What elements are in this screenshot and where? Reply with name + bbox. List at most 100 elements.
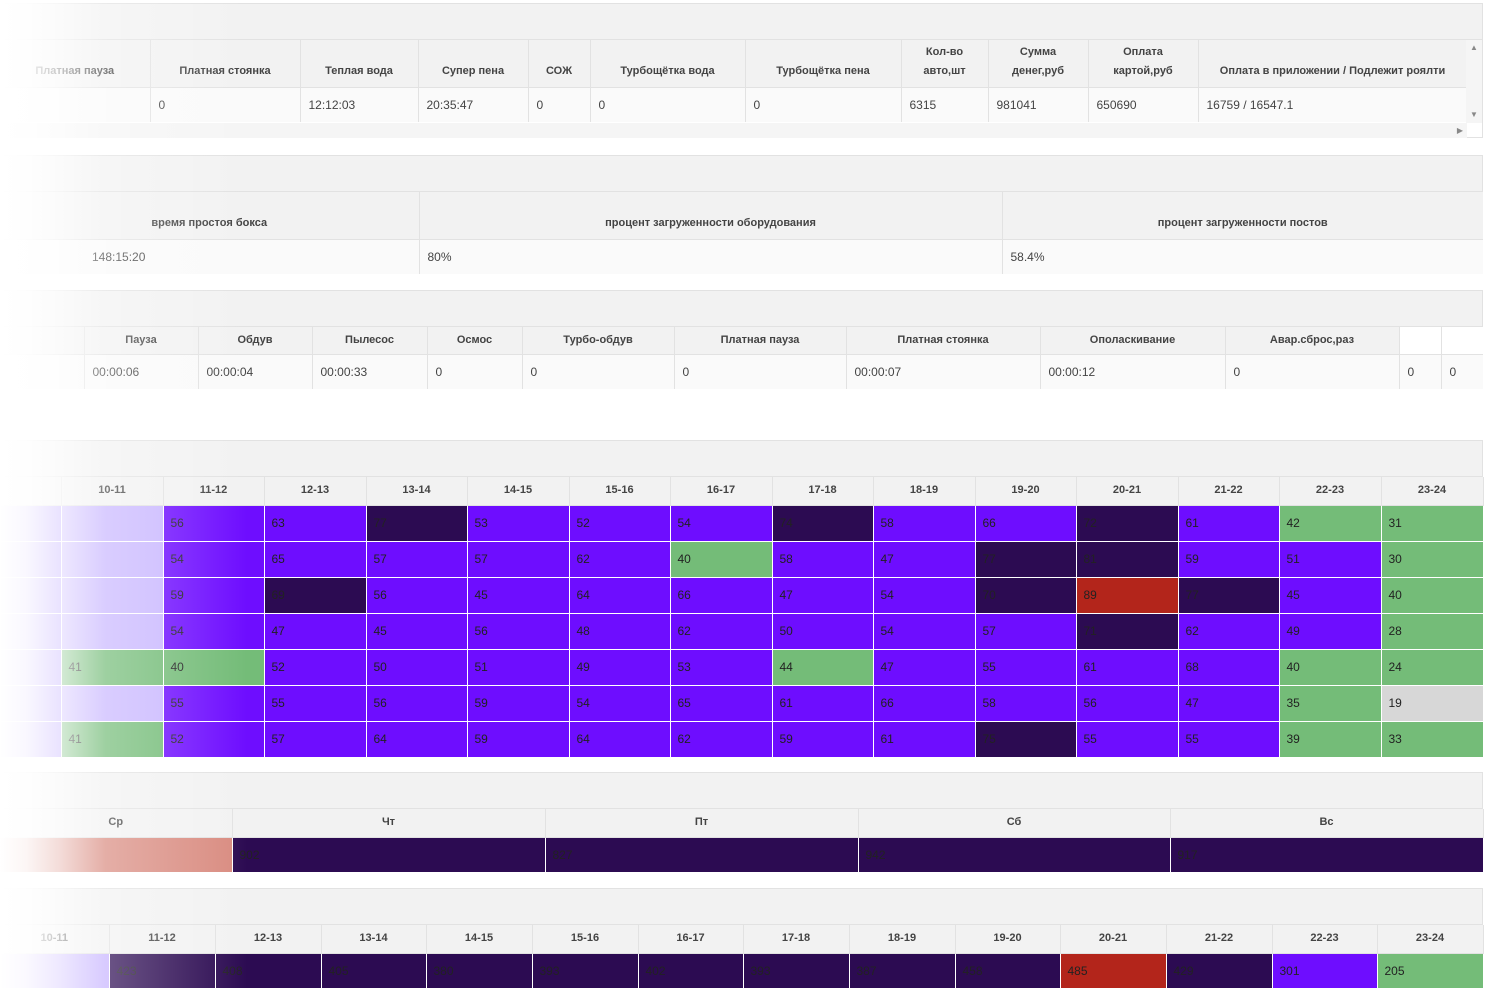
col-header-mode-paid-parking[interactable]: Платная стоянка: [846, 327, 1041, 355]
col-header-card-payment[interactable]: Оплата картой,руб: [1088, 40, 1199, 88]
heatmap-cell: 47: [772, 577, 874, 614]
hour-header[interactable]: 14-15: [467, 477, 570, 506]
col-header-money-sum[interactable]: Сумма денег,руб: [988, 40, 1089, 88]
hour-total-header[interactable]: 23-24: [1377, 925, 1484, 954]
col-header-emergency-reset[interactable]: Авар.сброс,раз: [1225, 327, 1400, 355]
col-header-extra-2[interactable]: [1441, 327, 1483, 355]
hour-total-header[interactable]: 16-17: [638, 925, 744, 954]
cell-paid-parking: 0: [150, 87, 301, 122]
heatmap-cell: 75: [975, 721, 1077, 758]
hour-header[interactable]: 19-20: [975, 477, 1077, 506]
hour-header[interactable]: 21-22: [1178, 477, 1280, 506]
heatmap-cell: 59: [467, 685, 570, 722]
hour-total-header[interactable]: 11-12: [109, 925, 216, 954]
weekday-header[interactable]: Вс: [1170, 809, 1484, 838]
heatmap-cell: 54: [670, 505, 773, 542]
heatmap-cell: 64: [569, 721, 671, 758]
col-header-paid-parking[interactable]: Платная стоянка: [150, 40, 301, 88]
col-header-app-payment[interactable]: Оплата в приложении / Подлежит роялти: [1198, 40, 1468, 88]
hour-header[interactable]: 17-18: [772, 477, 874, 506]
col-header-blow[interactable]: Обдув: [198, 327, 313, 355]
weekday-header[interactable]: Пт: [545, 809, 859, 838]
heatmap-cell: 45: [1279, 577, 1382, 614]
cell-turbo-brush-foam: 0: [745, 87, 902, 122]
col-header-vacuum[interactable]: Пылесос: [312, 327, 428, 355]
cell-card-payment: 650690: [1088, 87, 1199, 122]
col-header-turbo-brush-foam[interactable]: Турбощётка пена: [745, 40, 902, 88]
modes-panel: Пауза Обдув Пылесос Осмос Турбо-обдув Пл…: [0, 290, 1483, 389]
heatmap-cell: 57: [264, 721, 367, 758]
col-header-super-foam[interactable]: Супер пена: [418, 40, 529, 88]
hour-header[interactable]: 12-13: [264, 477, 367, 506]
heatmap-cell: 64: [366, 721, 468, 758]
hour-header[interactable]: 10-11: [61, 477, 164, 506]
hour-header[interactable]: 22-23: [1279, 477, 1382, 506]
hour-total-header[interactable]: 10-11: [0, 925, 110, 954]
hour-header[interactable]: 18-19: [873, 477, 976, 506]
heatmap-row: 55 55 56 59 54 65 61 66 58 56 47 35 19: [0, 685, 1484, 722]
cell-osmosis: 0: [427, 354, 523, 389]
heatmap-cell: [0, 721, 62, 758]
cell-super-foam: 20:35:47: [418, 87, 529, 122]
scroll-down-icon[interactable]: ▼: [1470, 110, 1478, 119]
col-header-coolant[interactable]: СОЖ: [528, 40, 591, 88]
heatmap-cell: 63: [264, 505, 367, 542]
hour-total-header[interactable]: 20-21: [1060, 925, 1167, 954]
col-header-car-count[interactable]: Кол-во авто,шт: [901, 40, 989, 88]
idle-panel-header: [0, 156, 1482, 192]
heatmap-cell: 31: [1381, 505, 1484, 542]
heatmap-cell: 62: [670, 613, 773, 650]
col-header-pause[interactable]: Пауза: [84, 327, 199, 355]
col-header-warm-water[interactable]: Теплая вода: [300, 40, 419, 88]
col-header-mode-paid-pause[interactable]: Платная пауза: [674, 327, 847, 355]
col-header-paid-pause[interactable]: Платная пауза: [0, 40, 151, 88]
col-header-rinse[interactable]: Ополаскивание: [1040, 327, 1226, 355]
hour-total-header[interactable]: 21-22: [1166, 925, 1273, 954]
heatmap-cell: 55: [1076, 721, 1179, 758]
hour-total-header[interactable]: 17-18: [743, 925, 850, 954]
col-header-equipment-load[interactable]: процент загруженности оборудования: [419, 192, 1003, 240]
hour-total-header[interactable]: 13-14: [321, 925, 427, 954]
heatmap-cell: 77: [1178, 577, 1280, 614]
heatmap-cell: 54: [163, 541, 265, 578]
heatmap-cell: [0, 577, 62, 614]
hour-header[interactable]: [0, 477, 62, 506]
heatmap-cell: 51: [1279, 541, 1382, 578]
weekly-table: Ср Чт Пт Сб Вс 902 827 942 917: [0, 809, 1484, 873]
hour-header[interactable]: 23-24: [1381, 477, 1484, 506]
col-header-box-idle-time[interactable]: время простоя бокса: [0, 192, 420, 240]
weekday-header[interactable]: Ср: [0, 809, 233, 838]
cell-box-idle-time: 148:15:20: [0, 239, 420, 274]
scroll-right-icon[interactable]: ▶: [1456, 126, 1463, 135]
hour-total-header[interactable]: 15-16: [532, 925, 639, 954]
hour-header[interactable]: 16-17: [670, 477, 773, 506]
cell-turbo-blow: 0: [522, 354, 675, 389]
heatmap-cell: 44: [772, 649, 874, 686]
col-header-turbo-blow[interactable]: Турбо-обдув: [522, 327, 675, 355]
hour-total-header[interactable]: 12-13: [215, 925, 322, 954]
heatmap-cell: 61: [1178, 505, 1280, 542]
weekday-header[interactable]: Чт: [232, 809, 546, 838]
hour-header[interactable]: 20-21: [1076, 477, 1179, 506]
hour-total-header[interactable]: 18-19: [849, 925, 956, 954]
scroll-up-icon[interactable]: ▲: [1470, 43, 1478, 52]
heatmap-cell: 66: [670, 577, 773, 614]
heatmap-cell: 61: [772, 685, 874, 722]
heatmap-cell: 48: [569, 613, 671, 650]
hour-total-header[interactable]: 22-23: [1272, 925, 1378, 954]
hour-header[interactable]: 13-14: [366, 477, 468, 506]
col-header-turbo-brush-water[interactable]: Турбощётка вода: [590, 40, 746, 88]
weekday-header[interactable]: Сб: [858, 809, 1171, 838]
hour-total-header[interactable]: 14-15: [426, 925, 533, 954]
col-header-mode-first[interactable]: [0, 327, 85, 355]
vertical-scrollbar[interactable]: ▲ ▼: [1466, 40, 1482, 123]
horizontal-scrollbar[interactable]: ▶: [0, 123, 1467, 138]
hour-header[interactable]: 11-12: [163, 477, 265, 506]
col-header-osmosis[interactable]: Осмос: [427, 327, 523, 355]
col-header-extra-1[interactable]: [1399, 327, 1442, 355]
heatmap-cell: 58: [975, 685, 1077, 722]
heatmap-cell: 59: [772, 721, 874, 758]
hour-total-header[interactable]: 19-20: [955, 925, 1061, 954]
hour-header[interactable]: 15-16: [569, 477, 671, 506]
col-header-posts-load[interactable]: процент загруженности постов: [1002, 192, 1483, 240]
